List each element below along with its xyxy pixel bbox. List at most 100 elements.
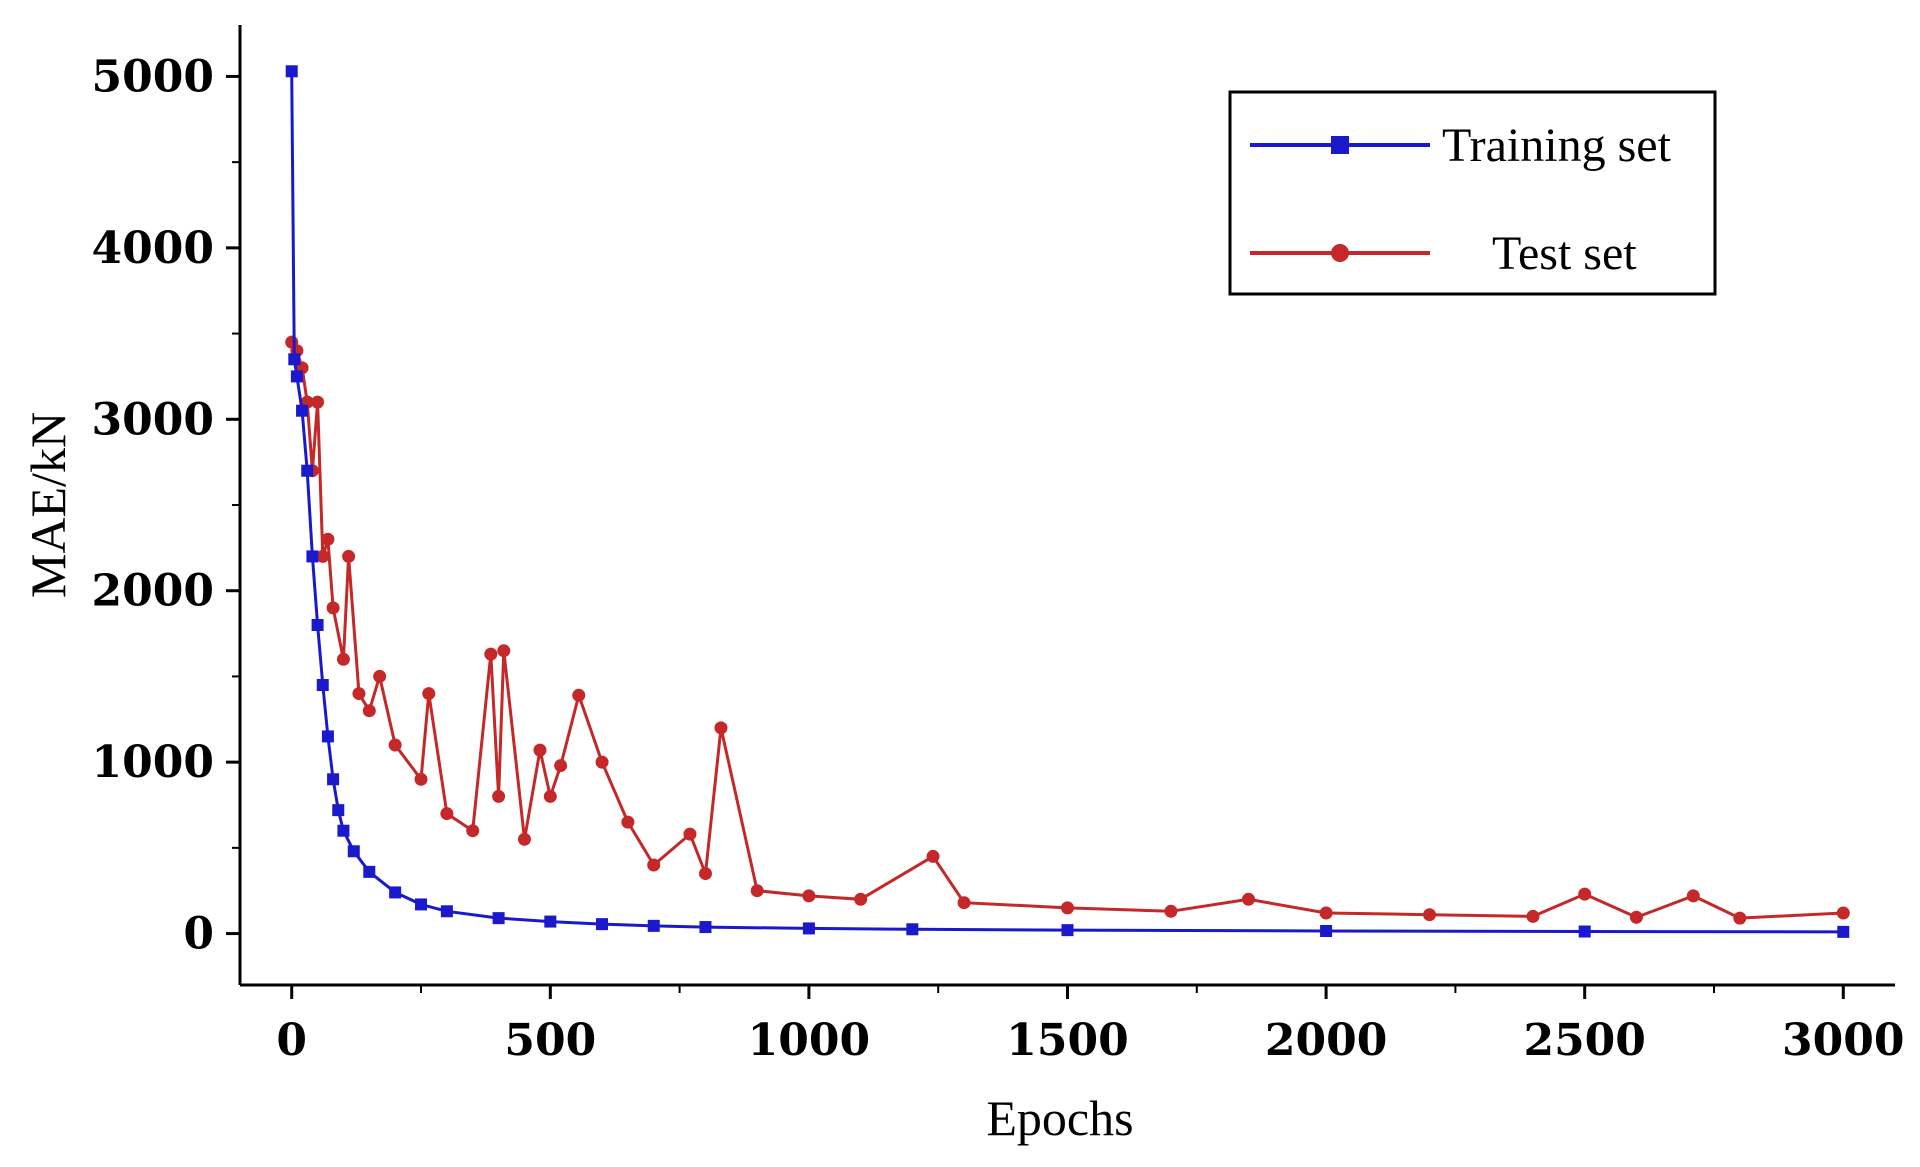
data-point <box>1526 909 1540 923</box>
data-point <box>1733 911 1747 925</box>
x-axis: 0 500 1000 1500 2000 2500 3000 <box>240 983 1905 1066</box>
data-point <box>389 886 402 899</box>
data-point <box>362 704 376 718</box>
data-point <box>321 532 335 546</box>
data-point <box>288 353 301 366</box>
data-point <box>347 845 360 858</box>
data-point <box>957 896 971 910</box>
legend-label: Training set <box>1442 119 1672 172</box>
data-point <box>1837 925 1850 938</box>
data-point <box>533 743 547 757</box>
data-point <box>854 892 868 906</box>
data-point <box>497 644 511 658</box>
x-tick-label: 2500 <box>1523 1015 1645 1066</box>
data-point <box>1061 924 1074 937</box>
data-point <box>683 827 697 841</box>
data-point <box>440 905 453 918</box>
data-point <box>306 550 319 563</box>
data-point <box>422 687 436 701</box>
y-tick-label: 2000 <box>92 566 214 617</box>
x-tick-label: 1500 <box>1006 1015 1128 1066</box>
data-point <box>647 919 660 932</box>
y-tick-label: 0 <box>183 909 214 960</box>
data-point <box>1319 906 1333 920</box>
data-point <box>596 918 609 931</box>
data-point <box>301 464 314 477</box>
data-point <box>321 730 334 743</box>
data-point <box>296 404 309 417</box>
x-tick-label: 0 <box>276 1015 307 1066</box>
series-line <box>290 71 1844 934</box>
data-point <box>621 815 635 829</box>
data-point <box>1836 906 1850 920</box>
data-point <box>492 789 506 803</box>
data-point <box>311 619 324 631</box>
data-point <box>554 759 568 773</box>
data-point <box>906 923 919 936</box>
data-point <box>466 824 480 838</box>
y-tick-label: 1000 <box>92 737 214 788</box>
y-tick-label: 4000 <box>92 223 214 274</box>
x-axis-title: Epochs <box>986 1090 1133 1146</box>
data-point <box>1242 892 1256 906</box>
data-point <box>492 912 505 925</box>
y-axis: 0 1000 2000 3000 4000 5000 <box>92 25 242 985</box>
data-point <box>714 721 728 735</box>
x-tick-label: 3000 <box>1782 1015 1904 1066</box>
data-point <box>285 65 298 78</box>
data-point <box>699 921 712 934</box>
legend-box <box>1228 90 1717 296</box>
y-axis-title: MAE/kN <box>20 412 76 598</box>
y-tick-label: 3000 <box>92 394 214 445</box>
legend-item-test[interactable]: Test set <box>1250 227 1637 280</box>
data-point <box>517 832 531 846</box>
data-point <box>327 773 340 786</box>
x-tick-label: 2000 <box>1265 1015 1387 1066</box>
data-point <box>1164 904 1178 918</box>
legend-marker <box>1331 136 1349 154</box>
data-point <box>698 867 712 881</box>
x-tick-label: 500 <box>504 1015 596 1066</box>
data-point <box>440 807 454 821</box>
data-point <box>544 915 557 928</box>
data-point <box>750 884 764 898</box>
data-point <box>543 789 557 803</box>
data-point <box>342 549 356 563</box>
legend-label: Test set <box>1492 227 1637 280</box>
series-test <box>285 335 1850 925</box>
data-point <box>352 687 366 701</box>
y-tick-label: 5000 <box>92 51 214 102</box>
data-point <box>290 370 303 383</box>
data-point <box>1578 925 1591 938</box>
data-point <box>1061 901 1074 915</box>
data-point <box>373 669 387 683</box>
data-point <box>926 849 940 863</box>
data-point <box>336 652 350 666</box>
data-point <box>572 688 586 702</box>
plot-area <box>285 65 1850 938</box>
legend-item-training[interactable]: Training set <box>1250 119 1672 172</box>
data-point <box>363 865 376 878</box>
data-point <box>326 601 340 615</box>
series-line <box>290 341 1844 920</box>
legend-marker <box>1331 244 1349 262</box>
data-point <box>414 772 428 786</box>
data-point <box>802 922 815 935</box>
data-point <box>316 549 330 563</box>
data-point <box>1629 910 1643 924</box>
data-point <box>337 824 350 837</box>
legend[interactable]: Training set Test set <box>1228 90 1717 296</box>
data-point <box>802 889 816 903</box>
data-point <box>316 679 329 691</box>
data-point <box>1578 887 1592 901</box>
data-point <box>311 395 325 409</box>
data-point <box>1423 908 1437 922</box>
data-point <box>647 858 661 872</box>
data-point <box>332 804 345 817</box>
data-point <box>484 647 498 661</box>
data-point <box>595 755 609 769</box>
data-point <box>388 738 402 752</box>
x-tick-label: 1000 <box>748 1015 870 1066</box>
data-point <box>415 898 428 911</box>
